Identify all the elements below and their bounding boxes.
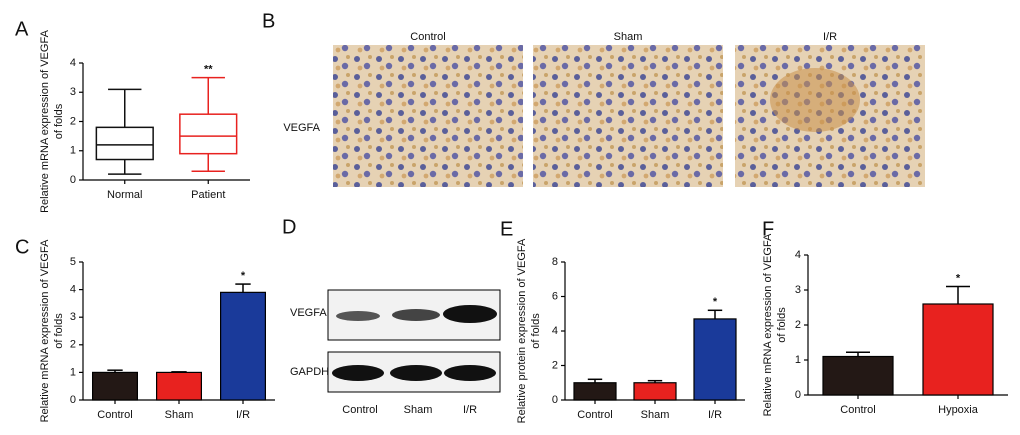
y-tick-label: 1 (70, 366, 76, 378)
band-label: GAPDH (290, 366, 329, 378)
y-axis-label: of folds (776, 307, 788, 343)
x-tick-label: Normal (107, 189, 142, 201)
y-tick-label: 4 (70, 284, 76, 296)
y-tick-label: 2 (795, 319, 801, 331)
lane-label: I/R (463, 404, 477, 416)
x-tick-label: Hypoxia (938, 404, 979, 416)
significance: * (956, 272, 961, 284)
y-axis-label: Relative mRNA expression of VEGFA (762, 233, 774, 416)
significance: * (713, 296, 718, 308)
y-tick-label: 4 (552, 325, 558, 337)
x-tick-label: I/R (236, 409, 250, 421)
y-axis-label: Relative protein expression of VEGFA (516, 238, 528, 423)
y-tick-label: 3 (70, 86, 76, 98)
bar (922, 303, 994, 396)
bar (573, 382, 617, 401)
y-tick-label: 3 (70, 311, 76, 323)
band (336, 311, 380, 321)
x-tick-label: Sham (641, 409, 670, 421)
y-tick-label: 1 (795, 354, 801, 366)
y-axis-label: Relative mRNA expression of VEGFA (39, 29, 51, 212)
panel-b: B Control Sham I/R VEGFA (262, 10, 925, 187)
x-tick-label: Control (97, 409, 132, 421)
x-tick-label: Control (577, 409, 612, 421)
y-axis-label: of folds (530, 313, 542, 349)
lane-label: Control (342, 404, 377, 416)
y-axis-label: Relative mRNA expression of VEGFA (39, 239, 51, 422)
y-tick-label: 5 (70, 256, 76, 268)
bar (693, 318, 737, 401)
y-axis-label: of folds (53, 313, 65, 349)
y-tick-label: 2 (70, 115, 76, 127)
y-tick-label: 1 (70, 145, 76, 157)
panel-letter: C (15, 236, 29, 258)
panel-letter: E (500, 218, 513, 240)
y-tick-label: 4 (795, 249, 801, 261)
band (332, 365, 384, 381)
y-axis-label: of folds (53, 103, 65, 139)
y-tick-label: 4 (70, 57, 76, 69)
y-tick-label: 0 (552, 394, 558, 406)
panel-letter: F (762, 218, 774, 240)
y-tick-label: 2 (552, 359, 558, 371)
box (95, 126, 154, 161)
significance: ** (204, 64, 213, 76)
x-tick-label: Patient (191, 189, 225, 201)
y-tick-label: 0 (70, 394, 76, 406)
band (444, 365, 496, 381)
y-tick-label: 6 (552, 290, 558, 302)
y-tick-label: 8 (552, 256, 558, 268)
panel-d: D VEGFA GAPDH Control Sham I/R (282, 216, 501, 416)
box (179, 113, 238, 155)
bar (822, 355, 894, 396)
column-label: I/R (823, 31, 837, 43)
row-label: VEGFA (283, 122, 320, 134)
column-label: Sham (614, 31, 643, 43)
ihc-image (533, 45, 723, 187)
lane-label: Sham (404, 404, 433, 416)
y-tick-label: 2 (70, 339, 76, 351)
y-tick-label: 0 (795, 389, 801, 401)
stain-region (770, 68, 860, 132)
band (443, 305, 497, 323)
panel-letter: B (262, 10, 275, 32)
band-label: VEGFA (290, 307, 327, 319)
panel-letter: A (15, 18, 29, 40)
bar (633, 382, 677, 401)
x-tick-label: Sham (165, 409, 194, 421)
column-label: Control (410, 31, 445, 43)
y-tick-label: 3 (795, 284, 801, 296)
y-tick-label: 0 (70, 174, 76, 186)
band (390, 365, 442, 381)
band (392, 309, 440, 321)
significance: * (241, 270, 246, 282)
x-tick-label: Control (840, 404, 875, 416)
bar (220, 291, 267, 401)
bar (156, 371, 203, 401)
panel-letter: D (282, 216, 296, 238)
x-tick-label: I/R (708, 409, 722, 421)
ihc-image (333, 45, 523, 187)
bar (91, 371, 138, 401)
